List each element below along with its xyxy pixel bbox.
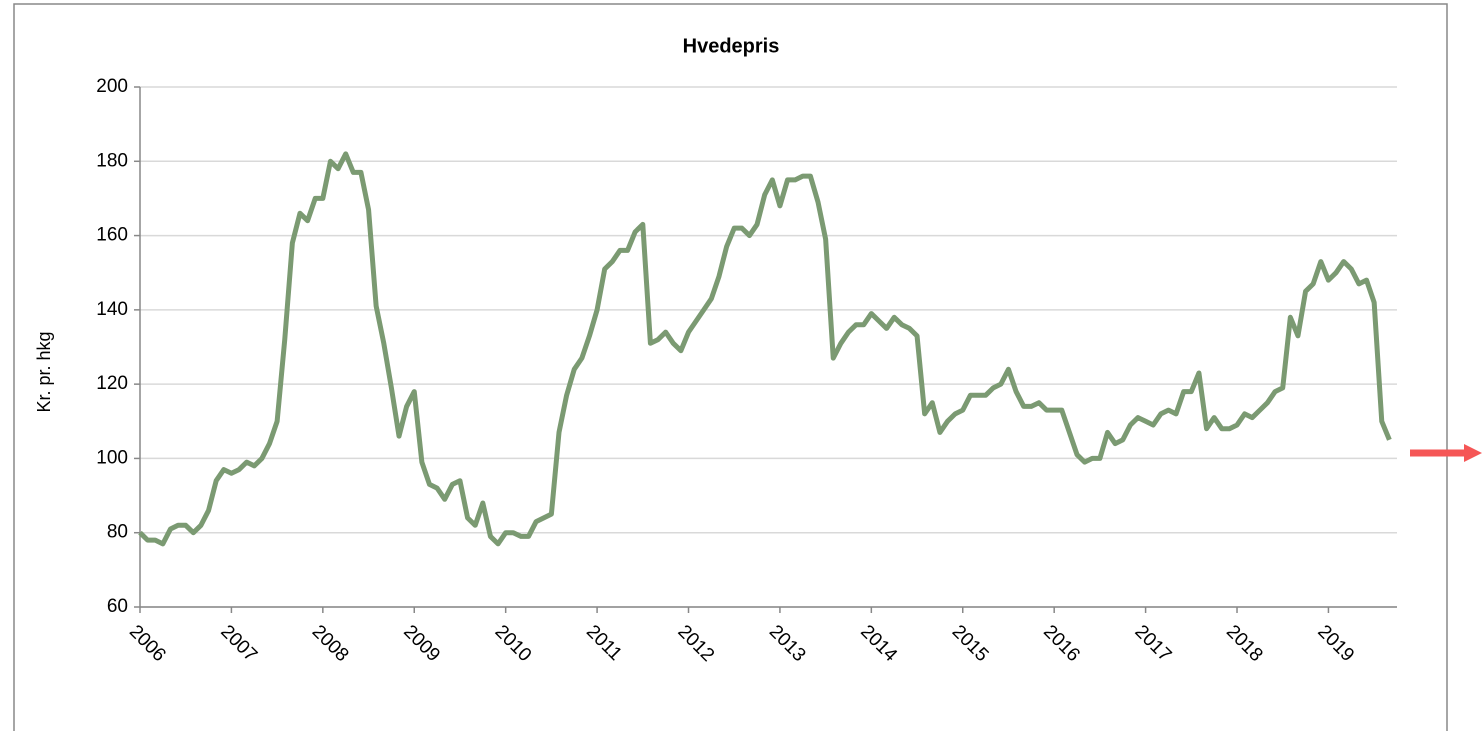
y-tick-label: 80 — [107, 522, 128, 543]
y-axis-label: Kr. pr. hkg — [34, 331, 54, 412]
chart-frame — [13, 3, 1448, 731]
chart-title: Hvedepris — [683, 35, 780, 57]
arrow — [1410, 444, 1482, 462]
y-tick-label: 200 — [96, 76, 128, 97]
y-tick-label: 180 — [96, 150, 128, 171]
y-tick-label: 60 — [107, 596, 128, 617]
y-tick-label: 100 — [96, 447, 128, 468]
y-tick-label: 120 — [96, 373, 128, 394]
y-tick-label: 160 — [96, 225, 128, 246]
line-series — [138, 151, 1392, 547]
y-tick-label: 140 — [96, 299, 128, 320]
